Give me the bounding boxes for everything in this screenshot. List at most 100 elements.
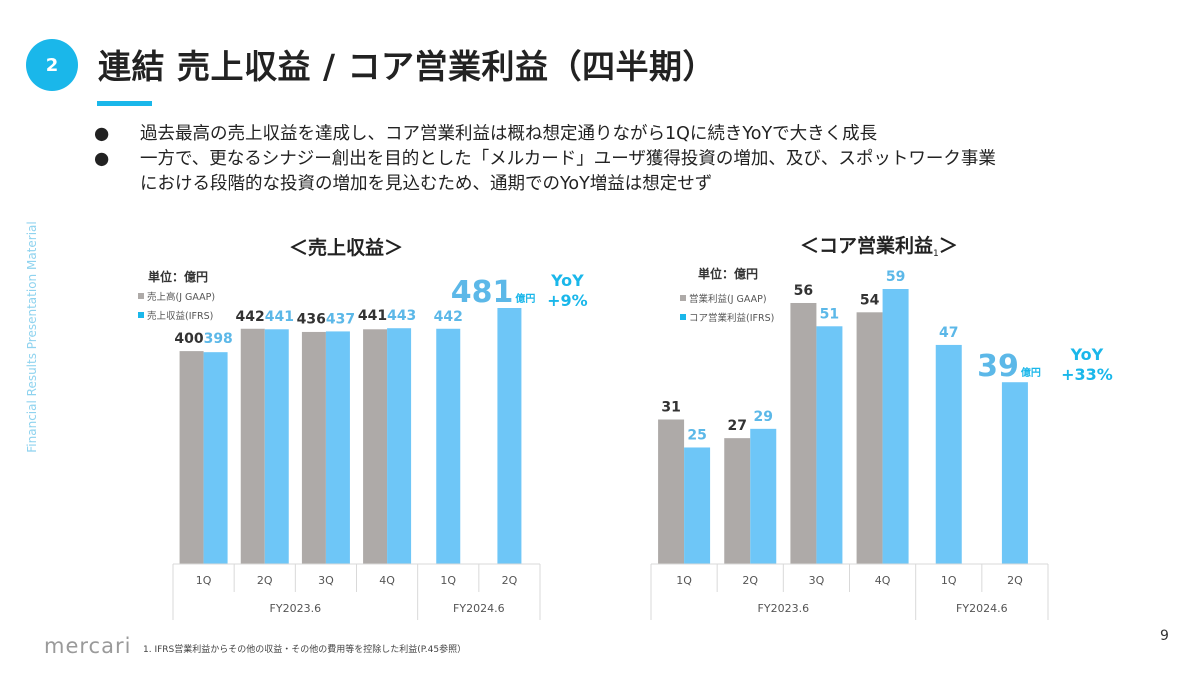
data-label-ifrs: 443 — [387, 308, 416, 324]
bullet-text: 一方で、更なるシナジー創出を目的とした「メルカード」ユーザ獲得投資の増加、及び、… — [140, 149, 996, 169]
revenue-tick-label: 4Q — [379, 574, 395, 587]
revenue-data-label-pair: 441443 — [358, 308, 416, 324]
legend-label: コア営業利益(IFRS) — [689, 313, 775, 324]
revenue-legend-ifrs: 売上収益(IFRS) — [138, 308, 213, 322]
revenue-data-label-ifrs: 442 — [434, 309, 463, 325]
profit-legend-ifrs: コア営業利益(IFRS) — [680, 310, 774, 324]
footnote: 1. IFRS営業利益からその他の収益・その他の費用等を控除した利益(P.45参… — [143, 645, 467, 655]
bullet-item: ● 一方で、更なるシナジー創出を目的とした「メルカード」ユーザ獲得投資の増加、及… — [94, 147, 996, 172]
revenue-legend-jgaap: 売上高(J GAAP) — [138, 289, 215, 303]
profit-bar-jgaap — [790, 302, 817, 564]
profit-highlight-unit: 億円 — [1021, 366, 1041, 379]
profit-tick-label: 1Q — [941, 574, 957, 587]
revenue-bar-jgaap — [179, 351, 204, 564]
legend-swatch-blue — [138, 312, 144, 318]
revenue-data-label-pair: 400398 — [174, 331, 232, 347]
bullet-list: ● 過去最高の売上収益を達成し、コア営業利益は概ね想定通りながら1Qに続きYoY… — [94, 122, 996, 197]
profit-bar-jgaap — [856, 312, 883, 564]
profit-bar-jgaap — [658, 419, 685, 564]
revenue-yoy-value: +9% — [547, 291, 588, 310]
profit-yoy-label: YoY — [1070, 345, 1104, 364]
legend-label: 売上収益(IFRS) — [147, 311, 214, 322]
profit-legend-jgaap: 営業利益(J GAAP) — [680, 291, 767, 305]
profit-tick-label: 2Q — [1007, 574, 1023, 587]
data-label-jgaap: 441 — [358, 308, 387, 324]
revenue-data-label-pair: 442441 — [236, 309, 294, 325]
legend-swatch-blue — [680, 314, 686, 320]
revenue-tick-label: 2Q — [257, 574, 273, 587]
profit-bar-ifrs — [684, 447, 711, 564]
page-number: 9 — [1160, 628, 1169, 644]
bullet-dot: ● — [94, 124, 110, 144]
profit-data-label-ifrs: 59 — [886, 269, 905, 285]
profit-tick-label: 3Q — [809, 574, 825, 587]
legend-swatch-gray — [680, 295, 686, 301]
profit-group-label: FY2023.6 — [758, 602, 810, 615]
data-label-ifrs: 398 — [204, 331, 233, 347]
revenue-group-label: FY2023.6 — [270, 602, 322, 615]
bullet-dot: ● — [94, 149, 110, 169]
bullet-text-continued: における段階的な投資の増加を見込むため、通期でのYoY増益は想定せず — [140, 174, 713, 194]
data-label-ifrs: 441 — [265, 309, 294, 325]
revenue-bar-ifrs — [436, 328, 461, 564]
profit-tick-label: 1Q — [676, 574, 692, 587]
profit-yoy-value: +33% — [1061, 365, 1113, 384]
revenue-tick-label: 3Q — [318, 574, 334, 587]
profit-unit-label: 単位：億円 — [698, 267, 759, 281]
bullet-item: ● 過去最高の売上収益を達成し、コア営業利益は概ね想定通りながら1Qに続きYoY… — [94, 122, 996, 147]
data-label-jgaap: 400 — [174, 331, 203, 347]
revenue-bar-ifrs — [264, 329, 289, 564]
data-label-jgaap: 442 — [236, 309, 265, 325]
profit-title-close: ＞ — [938, 235, 958, 257]
revenue-bar-ifrs — [497, 308, 522, 564]
legend-swatch-gray — [138, 293, 144, 299]
profit-data-label-jgaap: 31 — [661, 400, 680, 416]
profit-data-label-ifrs: 29 — [754, 409, 773, 425]
data-label-jgaap: 436 — [297, 311, 326, 327]
revenue-unit-label: 単位：億円 — [148, 270, 209, 284]
page-title: 連結 売上収益 / コア営業利益（四半期） — [98, 47, 717, 86]
profit-data-label-jgaap: 54 — [860, 292, 880, 308]
profit-data-label-jgaap: 27 — [728, 418, 747, 434]
revenue-bar-jgaap — [301, 331, 326, 564]
title-underline — [97, 101, 152, 106]
revenue-tick-label: 2Q — [502, 574, 518, 587]
revenue-bar-ifrs — [387, 328, 412, 564]
bullet-text: 過去最高の売上収益を達成し、コア営業利益は概ね想定通りながら1Qに続きYoYで大… — [140, 124, 878, 144]
data-label-ifrs: 437 — [326, 311, 355, 327]
revenue-bar-jgaap — [363, 329, 388, 564]
profit-data-label-ifrs: 47 — [939, 325, 958, 341]
revenue-bar-jgaap — [240, 328, 265, 564]
revenue-yoy-label: YoY — [550, 271, 584, 290]
profit-bar-ifrs — [816, 326, 843, 564]
mercari-logo: mercari — [44, 634, 132, 658]
profit-data-label-ifrs: 51 — [820, 306, 839, 322]
profit-tick-label: 2Q — [742, 574, 758, 587]
revenue-group-label: FY2024.6 — [453, 602, 505, 615]
profit-bar-ifrs — [1001, 382, 1028, 564]
legend-label: 営業利益(J GAAP) — [689, 294, 767, 305]
legend-label: 売上高(J GAAP) — [147, 292, 216, 303]
section-number-badge: 2 — [26, 39, 78, 91]
revenue-bar-ifrs — [325, 331, 350, 564]
profit-bar-ifrs — [882, 289, 909, 564]
revenue-highlight-unit: 億円 — [515, 292, 535, 305]
revenue-bar-ifrs — [203, 352, 228, 564]
revenue-chart-title: ＜売上収益＞ — [289, 237, 404, 259]
revenue-tick-label: 1Q — [196, 574, 212, 587]
profit-data-label-jgaap: 56 — [794, 283, 813, 299]
profit-group-label: FY2024.6 — [956, 602, 1008, 615]
profit-tick-label: 4Q — [875, 574, 891, 587]
revenue-tick-label: 1Q — [440, 574, 456, 587]
revenue-highlight-value: 481 — [451, 275, 514, 310]
profit-bar-ifrs — [750, 428, 777, 564]
profit-bar-ifrs — [935, 344, 962, 564]
footnote-marker: 1 — [933, 249, 939, 259]
profit-chart-title: ＜コア営業利益1＞ — [800, 231, 958, 259]
profit-data-label-ifrs: 25 — [687, 427, 706, 443]
profit-bar-jgaap — [724, 438, 751, 564]
revenue-data-label-pair: 436437 — [297, 311, 355, 327]
profit-highlight-value: 39 — [977, 349, 1019, 384]
profit-title-text: ＜コア営業利益 — [800, 235, 934, 257]
